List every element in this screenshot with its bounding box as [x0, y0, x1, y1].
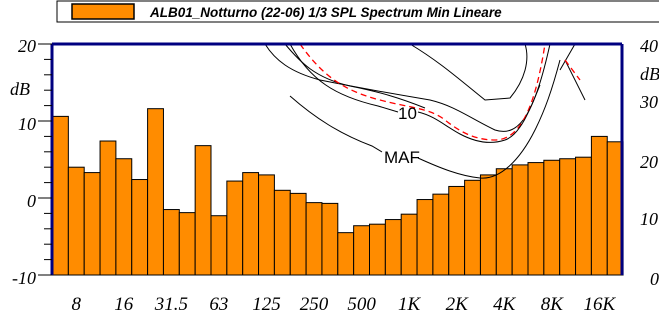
right-tick-label: 40 [640, 36, 658, 56]
bar-1.25K [416, 199, 434, 276]
x-tick-label: 8 [72, 294, 82, 315]
bar-50 [194, 145, 212, 276]
x-tick-label: 1K [398, 294, 422, 315]
bar-1.6K [432, 193, 450, 276]
threshold-curves: 10 MAF [264, 43, 586, 179]
bar-200 [289, 192, 307, 276]
bar-315 [321, 202, 339, 276]
x-tick-label: 125 [252, 294, 281, 315]
bar-250 [305, 202, 323, 276]
bar-630 [369, 223, 386, 276]
bar-12.5K [575, 156, 592, 276]
bar-20 [131, 179, 149, 276]
x-tick-label: 250 [300, 294, 329, 315]
plot-frame [50, 42, 624, 275]
bar-80 [226, 180, 244, 276]
y-tick-label: -10 [12, 268, 36, 288]
bar-3.15K [479, 174, 497, 276]
right-axis-label: dB [640, 64, 659, 84]
right-tick-label: 20 [640, 152, 658, 172]
y-tick-label: 10 [18, 114, 36, 134]
bar-8 [67, 166, 85, 276]
bar-125 [258, 174, 275, 276]
threshold-curve [564, 59, 586, 101]
y-axis-ticks [38, 43, 52, 276]
bar-8K [543, 159, 561, 276]
bar-16K [590, 135, 608, 276]
x-tick-label: 31.5 [154, 294, 188, 315]
curve-label-maf: MAF [384, 148, 420, 167]
threshold-curve [417, 84, 541, 143]
x-tick-label: 16K [583, 294, 616, 315]
bar-12.5 [99, 140, 117, 276]
bar-400 [337, 232, 355, 276]
x-tick-label: 500 [347, 294, 376, 315]
legend-swatch [71, 3, 135, 20]
right-tick-label: 30 [639, 92, 658, 112]
dashed-threshold-curve [564, 59, 581, 81]
bar-31.5 [162, 209, 180, 276]
bar-5K [511, 164, 529, 276]
x-tick-label: 4K [493, 294, 517, 315]
x-axis-labels: 8 16 31.5 63 125 250 500 1K 2K 4K 8K 16K [72, 294, 617, 315]
bar-4K [495, 168, 513, 276]
y-axis: dB 20 10 0 -10 [10, 36, 36, 288]
y-tick-label: 20 [18, 36, 36, 56]
maf-curve [289, 95, 383, 153]
y-tick-label: 0 [27, 191, 36, 211]
x-tick-label: 63 [209, 294, 228, 315]
bar-160 [273, 189, 291, 276]
legend-box [56, 0, 659, 23]
threshold-curve [409, 43, 528, 101]
bar-2K [448, 185, 466, 276]
bar-10K [559, 158, 577, 276]
x-tick-label: 16 [114, 294, 134, 315]
right-tick-label: 10 [640, 209, 658, 229]
bars [52, 108, 624, 276]
threshold-curve [284, 43, 426, 109]
right-tick-label: 0 [650, 269, 659, 289]
bar-500 [353, 225, 370, 276]
threshold-curve [264, 43, 551, 132]
legend: ALB01_Notturno (22-06) 1/3 SPL Spectrum … [56, 0, 659, 23]
y-axis-label: dB [10, 79, 30, 99]
bar-2.5K [464, 179, 481, 276]
bar-16 [115, 158, 133, 276]
bar-1K [400, 213, 418, 276]
dashed-threshold-curve [299, 43, 546, 141]
bar-6.3K [527, 162, 545, 276]
legend-label: ALB01_Notturno (22-06) 1/3 SPL Spectrum … [149, 5, 502, 20]
bar-63 [210, 215, 228, 276]
x-tick-label: 2K [446, 294, 470, 315]
bar-10 [83, 172, 101, 276]
bar-25 [147, 108, 164, 276]
bar-100 [242, 172, 260, 276]
threshold-curve [559, 43, 576, 71]
curve-label-10: 10 [398, 104, 417, 123]
x-tick-label: 8K [541, 294, 565, 315]
right-axis: 40 dB 30 20 10 0 [639, 36, 659, 289]
bar-40 [178, 212, 196, 276]
bar-800 [384, 219, 402, 276]
bar-6.3 [52, 115, 69, 276]
maf-curve [417, 59, 561, 179]
threshold-curve [289, 43, 399, 113]
